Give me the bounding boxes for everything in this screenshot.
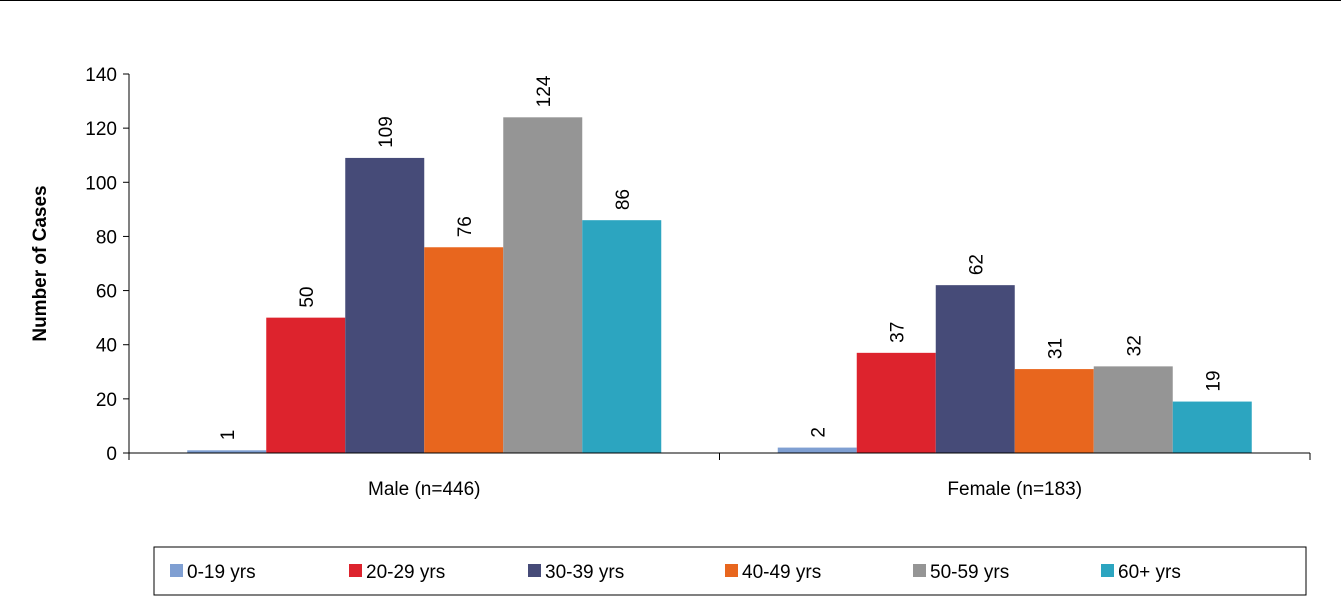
bar: [345, 157, 425, 453]
y-tick-label: 120: [85, 119, 117, 140]
legend-label: 30-39 yrs: [545, 562, 624, 583]
bar: [582, 220, 662, 453]
y-tick-label: 100: [85, 173, 117, 194]
data-label: 32: [1124, 335, 1145, 356]
y-axis-title: Number of Cases: [30, 185, 51, 341]
legend-swatch: [1101, 564, 1114, 577]
bar: [503, 117, 583, 454]
top-border-line: [0, 0, 1341, 1]
y-tick-label: 20: [96, 390, 117, 411]
y-tick-label: 60: [96, 282, 117, 303]
bar: [424, 247, 504, 453]
bar: [187, 450, 267, 453]
y-tick-label: 140: [85, 65, 117, 86]
data-label: 62: [966, 254, 987, 275]
data-label: 31: [1045, 338, 1066, 359]
legend-label: 60+ yrs: [1118, 562, 1181, 583]
y-tick-label: 80: [96, 227, 117, 248]
bar: [1093, 366, 1173, 453]
x-category-label: Male (n=446): [368, 479, 480, 500]
bar: [266, 317, 346, 453]
y-tick-label: 0: [106, 444, 117, 465]
data-label: 76: [455, 216, 476, 237]
legend-swatch: [349, 564, 362, 577]
bar: [777, 447, 857, 453]
data-label: 86: [613, 189, 634, 210]
legend-label: 50-59 yrs: [930, 562, 1009, 583]
legend-swatch: [170, 564, 183, 577]
data-label: 109: [376, 116, 397, 148]
data-label: 50: [297, 287, 318, 308]
data-label: 37: [887, 322, 908, 343]
bar: [1172, 401, 1252, 453]
legend-label: 20-29 yrs: [366, 562, 445, 583]
y-tick-label: 40: [96, 336, 117, 357]
data-label: 124: [534, 75, 555, 107]
legend-label: 40-49 yrs: [742, 562, 821, 583]
legend-label: 0-19 yrs: [187, 562, 256, 583]
bar: [935, 285, 1015, 453]
legend-swatch: [725, 564, 738, 577]
bar: [1014, 369, 1094, 453]
data-label: 1: [218, 430, 239, 441]
data-label: 19: [1203, 370, 1224, 391]
legend-swatch: [913, 564, 926, 577]
x-category-label: Female (n=183): [947, 479, 1082, 500]
bar: [856, 352, 936, 453]
data-label: 2: [808, 427, 829, 438]
legend-swatch: [528, 564, 541, 577]
